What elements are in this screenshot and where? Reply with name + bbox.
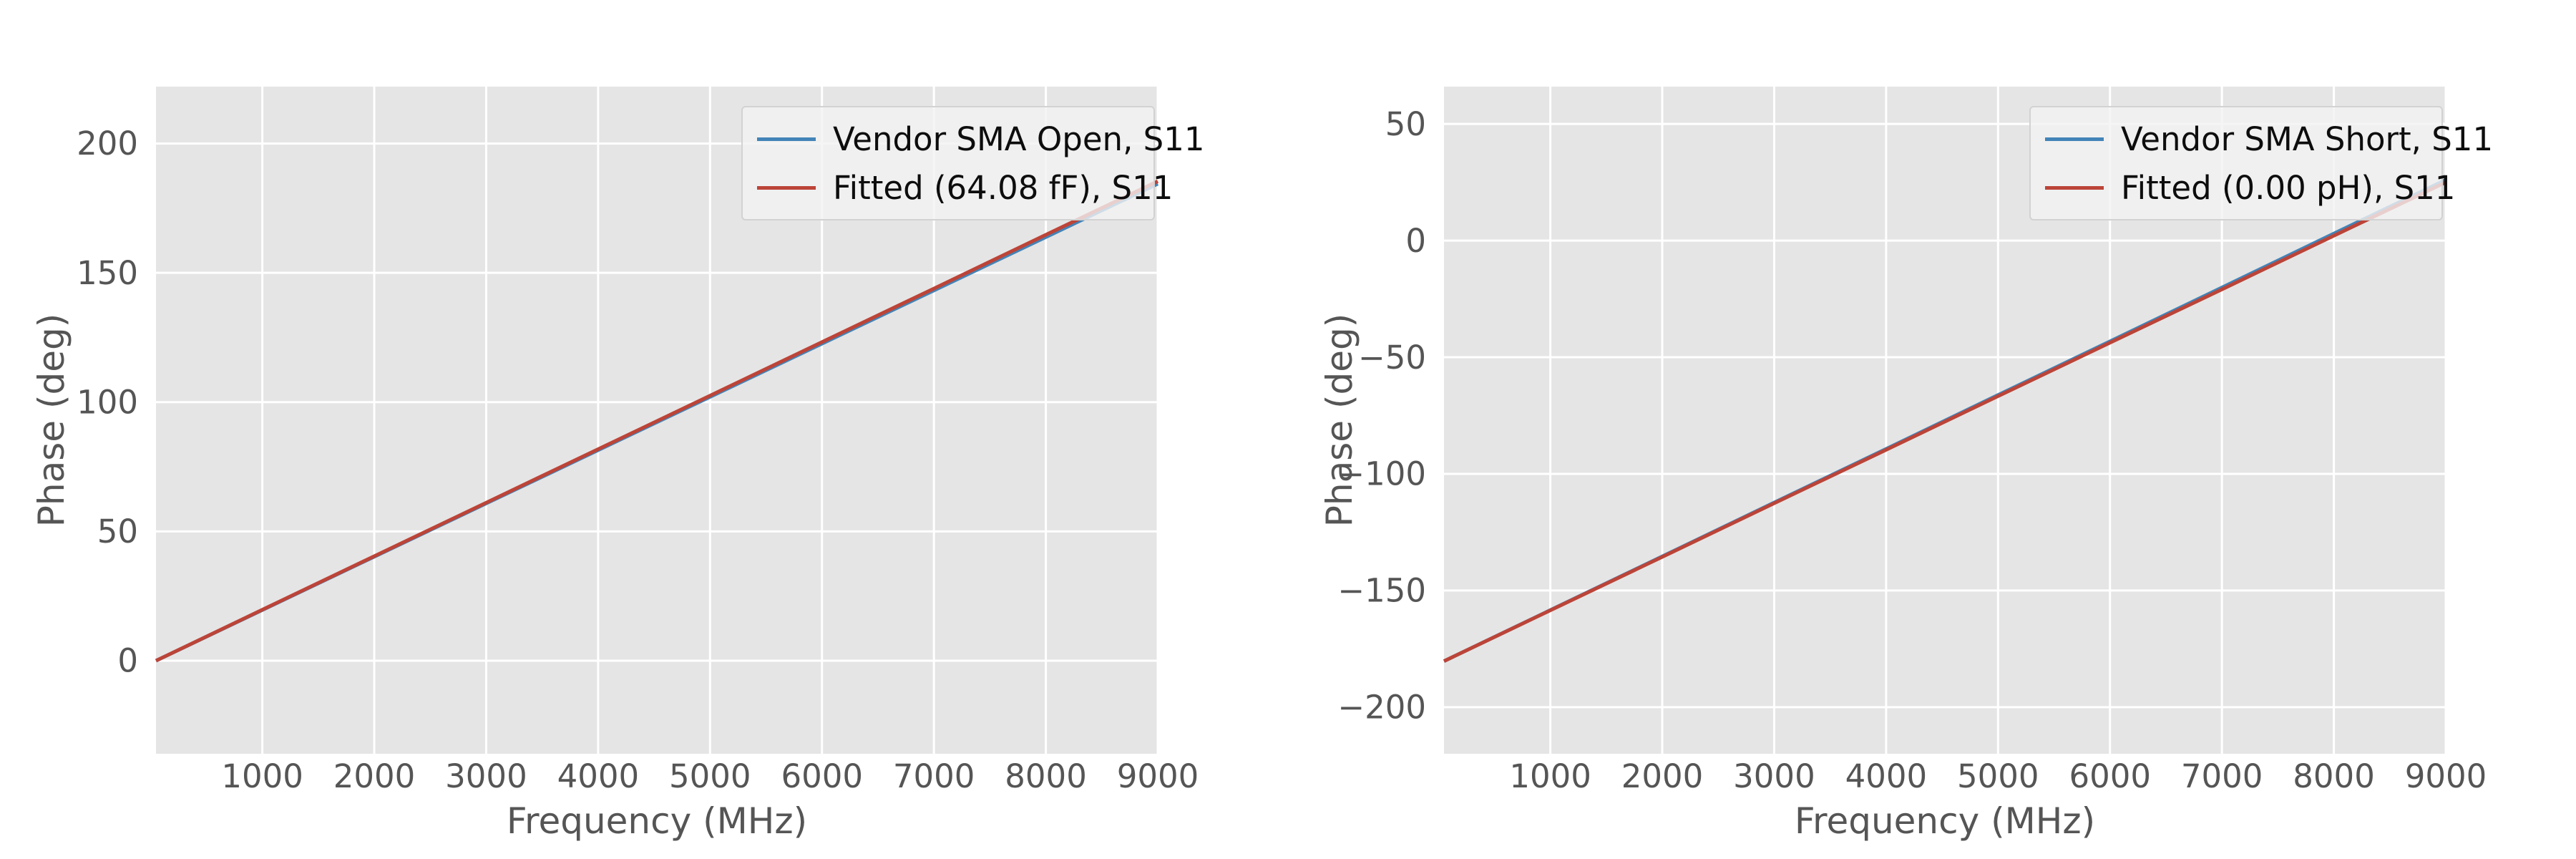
series-line-1 [155,179,1159,663]
y-tick-label: 200 [77,125,138,162]
y-tick-label: 0 [1405,222,1426,260]
x-tick-label: 6000 [2069,757,2151,795]
x-axis-label: Frequency (MHz) [1794,800,2096,842]
series-line-1 [1443,180,2447,663]
legend-label-vendor-open: Vendor SMA Open, S11 [833,120,1205,158]
x-tick-label: 6000 [781,757,863,795]
legend-label-fitted-open: Fitted (64.08 fF), S11 [833,168,1174,207]
y-tick-label: −150 [1337,572,1426,610]
legend-item-vendor-short: Vendor SMA Short, S11 [2045,117,2493,160]
x-tick-label: 3000 [445,757,527,795]
x-tick-label: 9000 [1117,757,1199,795]
x-tick-label: 2000 [1621,757,1704,795]
legend-label-fitted-short: Fitted (0.00 pH), S11 [2121,168,2456,207]
legend-item-fitted-open: Fitted (64.08 fF), S11 [757,166,1173,209]
x-tick-label: 8000 [1005,757,1087,795]
y-tick-label: −100 [1337,455,1426,493]
y-tick-label: 150 [77,254,138,292]
vendor-short-line-swatch [2045,137,2104,141]
vendor-open-line-swatch [757,137,816,141]
y-tick-label: −50 [1358,339,1426,377]
y-tick-label: −200 [1337,689,1426,727]
fitted-open-line-swatch [757,185,816,190]
x-tick-label: 5000 [669,757,751,795]
legend-label-vendor-short: Vendor SMA Short, S11 [2121,120,2494,158]
legend-open: Vendor SMA Open, S11 Fitted (64.08 fF), … [741,106,1205,220]
x-tick-label: 8000 [2293,757,2375,795]
x-tick-label: 3000 [1733,757,1815,795]
legend-short: Vendor SMA Short, S11 Fitted (0.00 pH), … [2029,106,2493,220]
chart-sma-short-phase: 1000 2000 3000 4000 5000 6000 7000 8000 9000 −200… [1288,0,2576,859]
legend-item-fitted-short: Fitted (0.00 pH), S11 [2045,166,2455,209]
y-tick-label: 50 [1385,105,1426,143]
y-axis-label: Phase (deg) [31,313,72,528]
x-tick-label: 7000 [2181,757,2263,795]
chart-sma-open-phase: 1000 2000 3000 4000 5000 6000 7000 8000 9000 0 50 1… [31,87,1205,842]
x-axis-label: Frequency (MHz) [506,800,808,842]
x-tick-label: 1000 [1509,757,1591,795]
y-tick-label: 100 [77,383,138,421]
legend-item-vendor-open: Vendor SMA Open, S11 [757,117,1205,160]
x-tick-label: 2000 [333,757,416,795]
y-tick-label: 0 [117,642,138,680]
y-tick-label: 50 [97,513,138,550]
x-tick-label: 4000 [557,757,640,795]
x-tick-label: 1000 [221,757,303,795]
fitted-short-line-swatch [2045,185,2104,190]
x-tick-label: 5000 [1957,757,2039,795]
y-axis-label: Phase (deg) [1319,313,1360,528]
x-tick-label: 7000 [893,757,975,795]
x-tick-label: 4000 [1845,757,1928,795]
x-tick-label: 9000 [2405,757,2487,795]
